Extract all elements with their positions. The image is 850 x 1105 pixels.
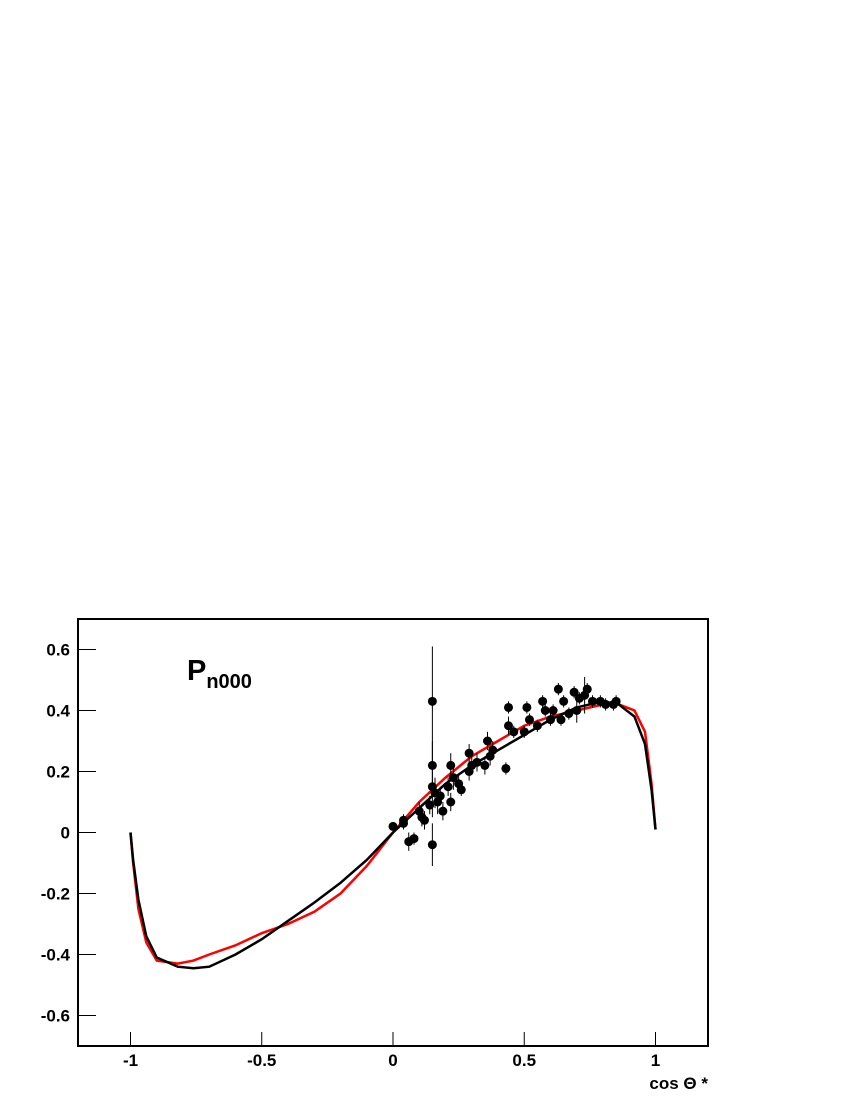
data-point [472, 757, 482, 767]
data-point [399, 815, 408, 825]
data-point [588, 696, 597, 706]
data-point [559, 696, 569, 706]
data-point [427, 696, 437, 706]
data-point [601, 699, 611, 709]
data-point [582, 684, 592, 694]
y-tick-label: 0 [61, 824, 70, 843]
data-point [504, 702, 513, 712]
data-point [388, 821, 398, 831]
data-point [435, 791, 445, 801]
x-axis-label: cos Θ * [649, 1074, 708, 1093]
x-tick-label: -0.5 [247, 1051, 276, 1070]
data-point [427, 760, 437, 770]
data-point [501, 763, 511, 773]
data-point [438, 806, 448, 816]
y-tick-label: 0.6 [46, 641, 70, 660]
data-point [553, 684, 563, 694]
data-point [569, 687, 579, 697]
data-point [480, 760, 490, 770]
data-point [446, 797, 456, 807]
data-point [488, 745, 498, 755]
x-tick-label: 0.5 [512, 1051, 536, 1070]
data-point [483, 736, 492, 746]
data-point [548, 706, 558, 715]
y-tick-label: 0.4 [46, 702, 70, 721]
y-tick-label: -0.2 [41, 885, 70, 904]
data-point [427, 840, 437, 850]
data-point [446, 760, 456, 770]
y-tick-label: -0.6 [41, 1007, 70, 1026]
data-point [540, 706, 550, 715]
annotation-subscript: n000 [206, 671, 252, 693]
data-point [522, 702, 532, 712]
y-tick-label: -0.4 [41, 946, 71, 965]
data-point [556, 715, 566, 725]
data-point [504, 721, 513, 731]
data-point [456, 785, 466, 795]
data-point [409, 834, 419, 844]
data-point [448, 773, 458, 783]
annotation-main: P [187, 655, 206, 687]
data-point [532, 721, 542, 731]
x-tick-label: -1 [123, 1051, 138, 1070]
data-point [464, 748, 474, 758]
x-tick-label: 0 [388, 1051, 397, 1070]
data-point [420, 815, 429, 825]
data-point [443, 782, 453, 792]
data-point [611, 696, 621, 706]
x-tick-label: 1 [651, 1051, 660, 1070]
data-point [538, 696, 548, 706]
data-point [425, 800, 435, 810]
data-point [572, 706, 582, 715]
curve [129, 700, 657, 970]
data-point [546, 715, 555, 725]
data-point [564, 709, 574, 719]
annotation: Pn000 [187, 655, 252, 693]
data-point [509, 727, 519, 737]
y-tick-label: 0.2 [46, 763, 70, 782]
data-point [525, 715, 534, 725]
data-point [519, 727, 529, 737]
